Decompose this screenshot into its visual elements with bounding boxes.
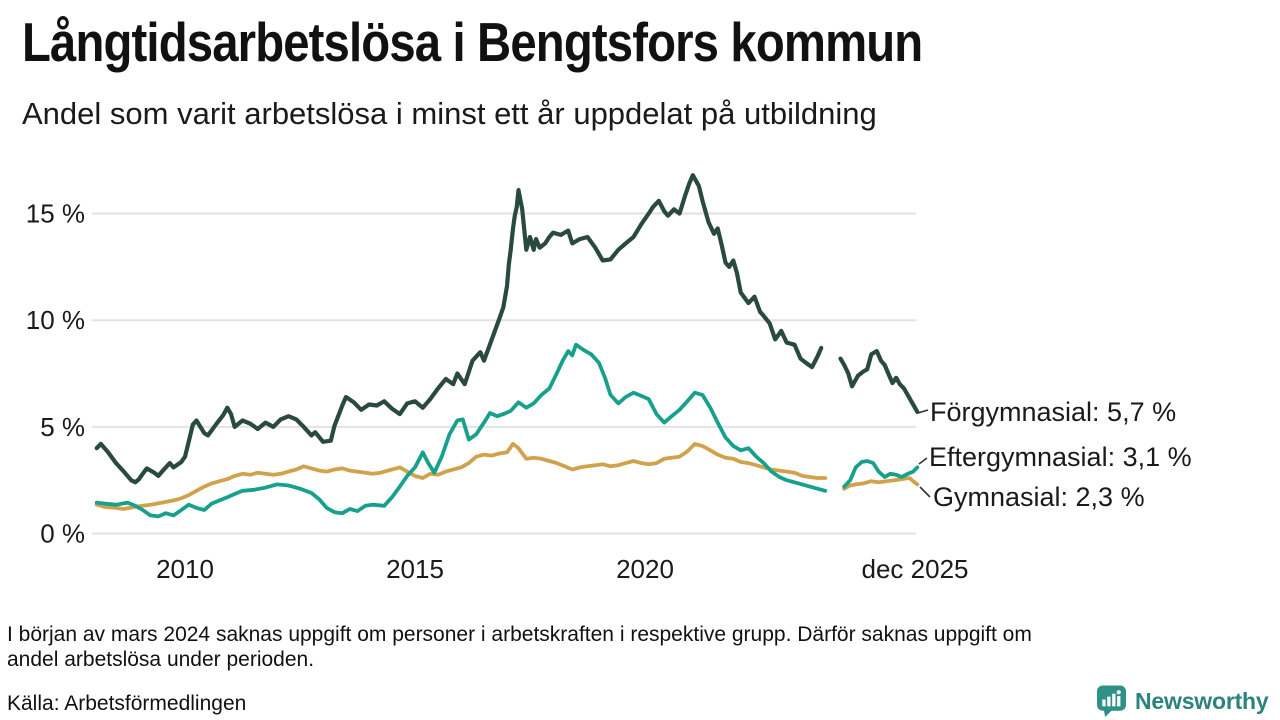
x-axis-tick-label: 2010 — [156, 554, 214, 584]
annotation-connector — [918, 457, 928, 465]
series-line-gymnasial — [94, 442, 920, 511]
series-end-label: Gymnasial: 2,3 % — [933, 482, 1145, 512]
x-axis-tick-label: 2015 — [386, 554, 444, 584]
x-axis-tick-label: 2020 — [616, 554, 674, 584]
annotation-connector — [917, 409, 929, 414]
footnote: I början av mars 2024 saknas uppgift om … — [7, 622, 1032, 672]
source-label: Källa: Arbetsförmedlingen — [7, 692, 247, 715]
series-end-label: Eftergymnasial: 3,1 % — [929, 442, 1192, 472]
footnote-line-1: I början av mars 2024 saknas uppgift om … — [7, 623, 1032, 646]
newsworthy-logo: Newsworthy — [1096, 684, 1269, 718]
page-subtitle: Andel som varit arbetslösa i minst ett å… — [22, 96, 877, 131]
x-axis-tick-label: dec 2025 — [862, 554, 969, 584]
y-axis-tick-label: 5 % — [40, 412, 85, 442]
y-axis-tick-label: 15 % — [26, 199, 85, 229]
y-axis-tick-label: 0 % — [40, 519, 85, 549]
series-line-förgymnasial — [94, 173, 920, 485]
series-line-eftergymnasial — [94, 342, 920, 519]
annotation-connector — [919, 486, 931, 498]
newsworthy-logo-text: Newsworthy — [1135, 687, 1269, 714]
footnote-line-2: andel arbetslösa under perioden. — [7, 648, 315, 671]
y-axis-tick-label: 10 % — [26, 305, 85, 335]
newsworthy-bar-chart-bubble-icon — [1096, 685, 1127, 717]
page-title: Långtidsarbetslösa i Bengtsfors kommun — [22, 11, 923, 73]
series-end-label: Förgymnasial: 5,7 % — [930, 397, 1176, 427]
